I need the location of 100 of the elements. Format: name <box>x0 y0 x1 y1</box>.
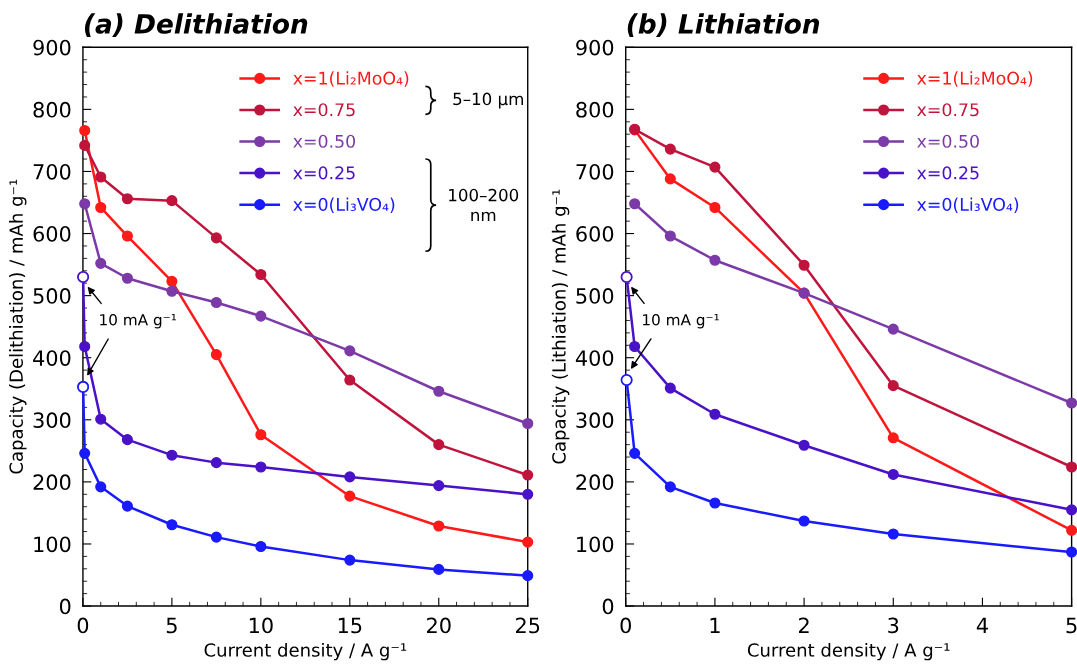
point <box>95 201 107 214</box>
point <box>629 340 641 353</box>
point <box>210 457 222 469</box>
annotation: 100–200 nm <box>449 188 519 222</box>
point <box>664 382 676 394</box>
y-tick-label: 900 <box>33 39 71 56</box>
point <box>522 570 534 582</box>
point <box>1066 524 1077 536</box>
x-tick-label: 5 <box>1066 617 1077 634</box>
point <box>79 198 91 210</box>
y-tick-label: 500 <box>33 288 71 304</box>
annotation: 10 mA g⁻¹ <box>643 313 719 329</box>
point <box>522 536 534 548</box>
point <box>95 171 107 183</box>
point <box>166 195 178 207</box>
point <box>522 417 534 430</box>
x-tick-label: 4 <box>976 617 988 633</box>
point <box>95 257 107 269</box>
y-tick-label: 200 <box>576 474 614 491</box>
y-tick-label: 300 <box>576 412 614 429</box>
y-tick-label: 300 <box>33 412 71 429</box>
point <box>629 447 641 459</box>
x-tick-label: 2 <box>798 617 809 633</box>
point <box>210 531 222 543</box>
point <box>1066 504 1077 516</box>
point <box>344 345 356 357</box>
y-tick-label: 700 <box>576 163 614 180</box>
y-tick-label: 500 <box>576 288 614 304</box>
point <box>166 449 178 461</box>
legend-label: x=1(Li₂MoO₄) <box>917 71 1033 87</box>
y-tick-label: 400 <box>33 350 71 366</box>
point <box>79 124 91 137</box>
y-tick-label: 700 <box>33 163 71 180</box>
y-tick-label: 800 <box>576 101 614 118</box>
point <box>709 408 721 420</box>
point <box>664 481 676 493</box>
point <box>95 413 107 425</box>
y-tick-label: 100 <box>34 536 71 553</box>
point <box>887 380 899 392</box>
point <box>709 201 721 214</box>
point <box>1066 397 1077 409</box>
point <box>433 563 445 575</box>
x-tick-label: 3 <box>888 617 899 634</box>
point <box>210 232 222 244</box>
x-tick-label: 10 <box>249 617 273 634</box>
legend-label: x=0.75 <box>293 103 355 117</box>
point <box>664 173 676 185</box>
point <box>344 374 356 386</box>
point <box>344 471 356 483</box>
point <box>629 198 641 210</box>
y-tick-label: 600 <box>576 226 614 242</box>
x-tick-label: 0 <box>77 617 89 634</box>
point <box>887 468 899 480</box>
legend-label: x=0(Li₃VO₄) <box>293 197 395 214</box>
point <box>166 285 178 297</box>
point <box>887 528 899 540</box>
y-tick-label: 900 <box>576 39 614 56</box>
point <box>210 349 222 361</box>
y-tick-label: 400 <box>575 350 614 366</box>
point <box>522 469 534 481</box>
legend-label: x=0.25 <box>917 166 979 180</box>
point <box>255 461 267 473</box>
y-axis-title: Capacity (Lithiation) / mAh g⁻¹ <box>551 189 570 464</box>
legend-label: x=1(Li₂MoO₄) <box>293 71 409 87</box>
point <box>79 340 91 353</box>
point <box>522 488 534 500</box>
point <box>255 310 267 322</box>
point <box>255 268 267 281</box>
point <box>344 554 356 566</box>
point <box>95 481 107 493</box>
chart-title: (b) Lithiation <box>627 13 820 37</box>
point <box>433 385 445 397</box>
point <box>887 432 899 444</box>
point <box>121 434 133 446</box>
y-tick-label: 100 <box>577 536 614 553</box>
x-axis-title: Current density / A g⁻¹ <box>204 642 407 661</box>
y-tick-label: 0 <box>59 598 71 615</box>
point <box>433 439 445 451</box>
x-tick-label: 5 <box>166 617 177 634</box>
legend-label: x=0(Li₃VO₄) <box>917 197 1019 214</box>
y-tick-label: 0 <box>602 598 614 615</box>
point <box>121 230 133 242</box>
point <box>79 447 91 459</box>
annotation: 10 mA g⁻¹ <box>100 313 177 329</box>
point <box>709 254 721 266</box>
point <box>798 259 810 271</box>
y-tick-label: 800 <box>33 101 71 118</box>
legend-label: x=0.50 <box>917 134 979 148</box>
point <box>709 161 721 173</box>
chart-title: (a) Delithiation <box>84 13 308 37</box>
x-tick-label: 25 <box>516 617 540 634</box>
legend-label: x=0.25 <box>293 166 355 180</box>
point <box>166 519 178 531</box>
point <box>664 230 676 242</box>
point <box>166 275 178 287</box>
point <box>709 497 721 509</box>
point <box>121 193 133 205</box>
annotation: 5–10 μm <box>453 92 523 109</box>
legend-label: x=0.75 <box>917 103 979 117</box>
x-tick-label: 15 <box>338 617 362 634</box>
